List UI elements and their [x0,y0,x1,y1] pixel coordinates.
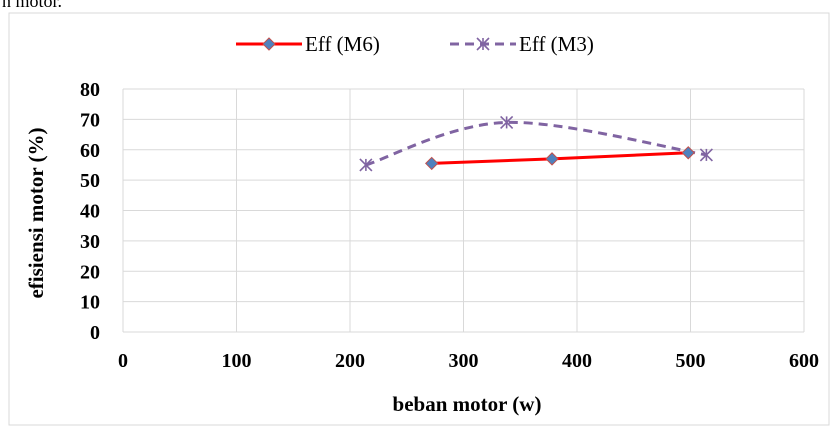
y-tick-label: 60 [80,140,100,162]
legend-marker [476,37,490,51]
x-tick-label: 200 [335,350,365,372]
series-eff-m6 [425,146,695,171]
y-tick-label: 10 [80,292,100,314]
page-top-text: n motor. [2,0,63,11]
y-tick-label: 70 [80,109,100,131]
legend-item: Eff (M6) [236,32,380,56]
y-tick-label: 0 [90,322,100,344]
x-tick-label: 500 [676,350,706,372]
data-point [545,152,559,166]
x-axis-label: beban motor (w) [393,392,542,416]
data-point [500,115,514,129]
data-point [681,146,695,160]
chart-border [8,12,830,426]
y-tick-labels: 0 10 20 30 40 50 60 70 80 [80,79,100,344]
data-point [359,158,373,172]
x-tick-label: 300 [449,350,479,372]
data-point [425,156,439,171]
series-layer [359,115,713,172]
y-tick-label: 40 [80,201,100,223]
axes [122,89,804,333]
legend-label: Eff (M6) [305,32,380,56]
y-tick-label: 80 [80,79,100,101]
x-tick-label: 400 [562,350,592,372]
legend-marker [262,37,276,51]
x-tick-label: 0 [118,350,128,372]
x-tick-label: 100 [222,350,252,372]
legend-label: Eff (M3) [519,32,594,56]
y-tick-label: 30 [80,231,100,253]
gridlines [123,88,805,332]
legend: Eff (M6) Eff (M3) [236,32,594,56]
x-tick-labels: 0 100 200 300 400 500 600 [118,350,819,372]
legend-item: Eff (M3) [450,32,594,56]
data-point [699,148,713,162]
y-axis-label: efisiensi motor (%) [24,127,48,298]
series-line [365,120,707,167]
y-tick-label: 20 [80,261,100,283]
x-tick-label: 600 [789,350,819,372]
series-eff-m3 [359,115,713,172]
y-tick-label: 50 [80,170,100,192]
